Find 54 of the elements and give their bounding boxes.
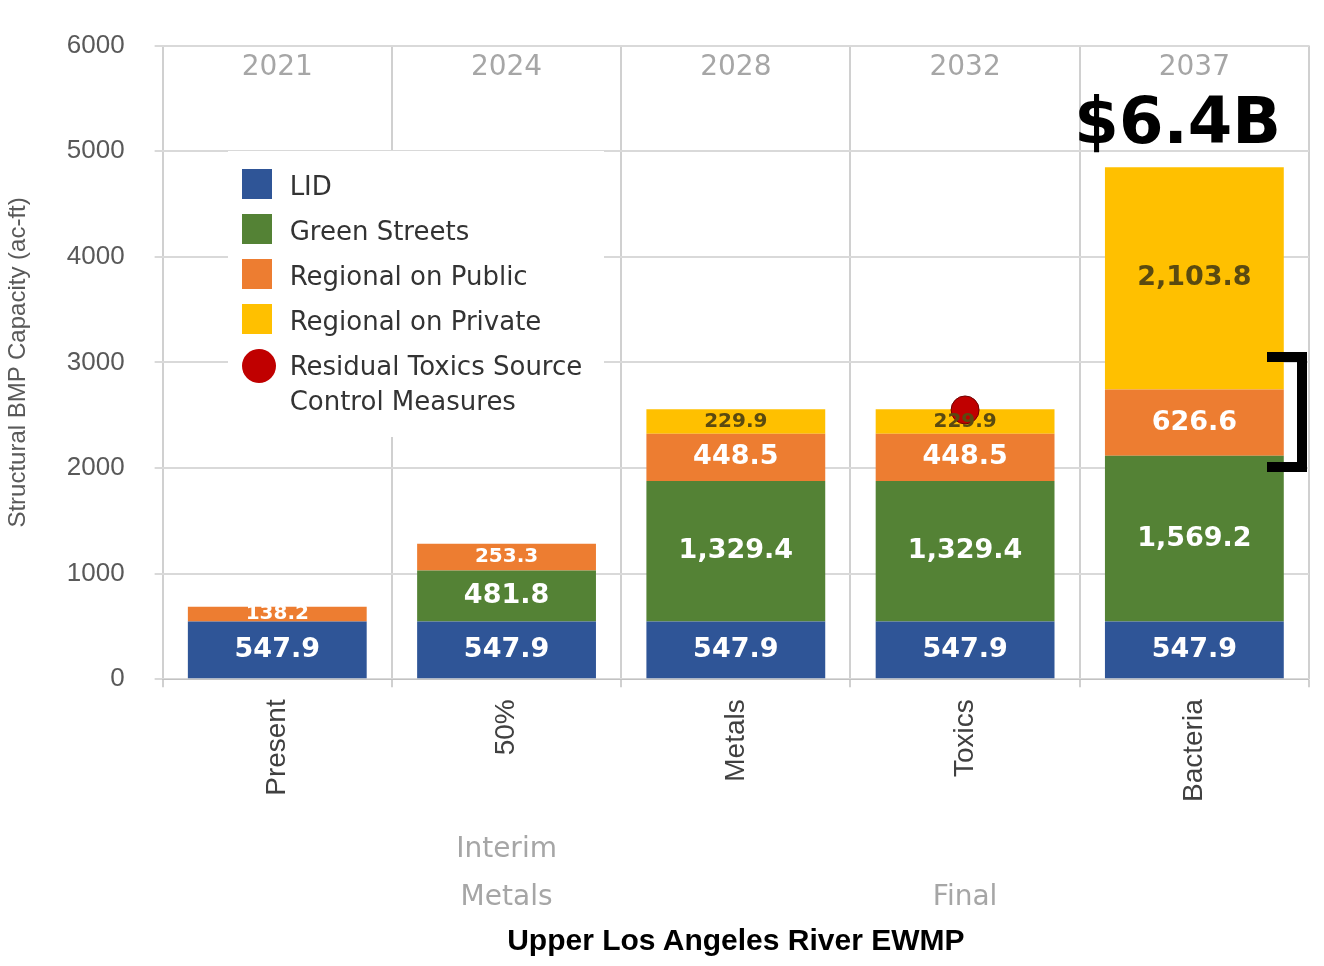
bar bbox=[417, 621, 596, 679]
bar bbox=[417, 543, 596, 571]
data-label: 626.6 bbox=[1151, 404, 1238, 436]
bar bbox=[187, 621, 367, 679]
legend-label: Green Streets bbox=[289, 214, 470, 248]
data-label: 547.9 bbox=[463, 631, 550, 663]
x-tick-label: Metals bbox=[718, 699, 750, 782]
y-tick-label: 4000 bbox=[66, 240, 125, 270]
annotation: 2037 bbox=[1158, 48, 1230, 82]
data-label: 1,329.4 bbox=[907, 533, 1023, 565]
bar bbox=[1104, 455, 1284, 622]
y-tick-label: 0 bbox=[110, 662, 125, 693]
x-tick-label: 50% bbox=[489, 699, 521, 756]
data-label: 448.5 bbox=[922, 439, 1008, 471]
bar bbox=[1104, 621, 1284, 679]
y-axis-title: Structural BMP Capacity (ac-ft) bbox=[3, 197, 31, 528]
bar bbox=[1104, 167, 1284, 390]
annotation: 2032 bbox=[929, 48, 1001, 82]
bar bbox=[646, 621, 826, 679]
data-label: 448.5 bbox=[693, 439, 779, 471]
data-label: 547.9 bbox=[1151, 631, 1238, 663]
y-tick-label: 2000 bbox=[66, 451, 125, 482]
data-label: 547.9 bbox=[693, 631, 779, 663]
data-label: 229.9 bbox=[933, 407, 997, 432]
annotation: 2028 bbox=[700, 48, 772, 82]
data-label: 1,329.4 bbox=[678, 533, 794, 565]
data-label: 2,103.8 bbox=[1137, 260, 1252, 292]
bar bbox=[875, 481, 1055, 622]
data-label: 229.9 bbox=[704, 407, 768, 432]
legend-label: Regional on Private bbox=[289, 304, 542, 338]
bar bbox=[646, 481, 826, 622]
legend-label: LID bbox=[289, 169, 332, 203]
text: Final bbox=[932, 879, 998, 913]
y-tick-label: 1000 bbox=[66, 556, 125, 587]
annotation: 2024 bbox=[470, 48, 543, 82]
x-tick-label: Present bbox=[259, 699, 291, 796]
data-label: 481.8 bbox=[463, 577, 550, 609]
y-tick-label: 3000 bbox=[66, 345, 125, 376]
data-label: 547.9 bbox=[234, 631, 320, 663]
bar bbox=[646, 409, 826, 434]
x-axis-title: Upper Los Angeles River EWMP bbox=[507, 923, 965, 957]
x-tick-label: Bacteria bbox=[1177, 698, 1209, 802]
data-label: 1,569.2 bbox=[1137, 520, 1252, 552]
annotation: 2021 bbox=[241, 48, 313, 82]
data-label: 253.3 bbox=[474, 543, 539, 568]
y-tick-label: 5000 bbox=[66, 134, 125, 165]
y-tick-label: 6000 bbox=[66, 28, 125, 59]
annotation: $6.4B bbox=[1074, 84, 1282, 159]
legend-label: Residual Toxics Source Control Measures bbox=[289, 349, 584, 419]
text: Interim Metals bbox=[456, 831, 557, 913]
bar bbox=[875, 621, 1055, 679]
x-tick-label: Toxics bbox=[947, 699, 979, 778]
data-label: 547.9 bbox=[922, 631, 1008, 663]
legend-label: Regional on Public bbox=[289, 259, 528, 293]
